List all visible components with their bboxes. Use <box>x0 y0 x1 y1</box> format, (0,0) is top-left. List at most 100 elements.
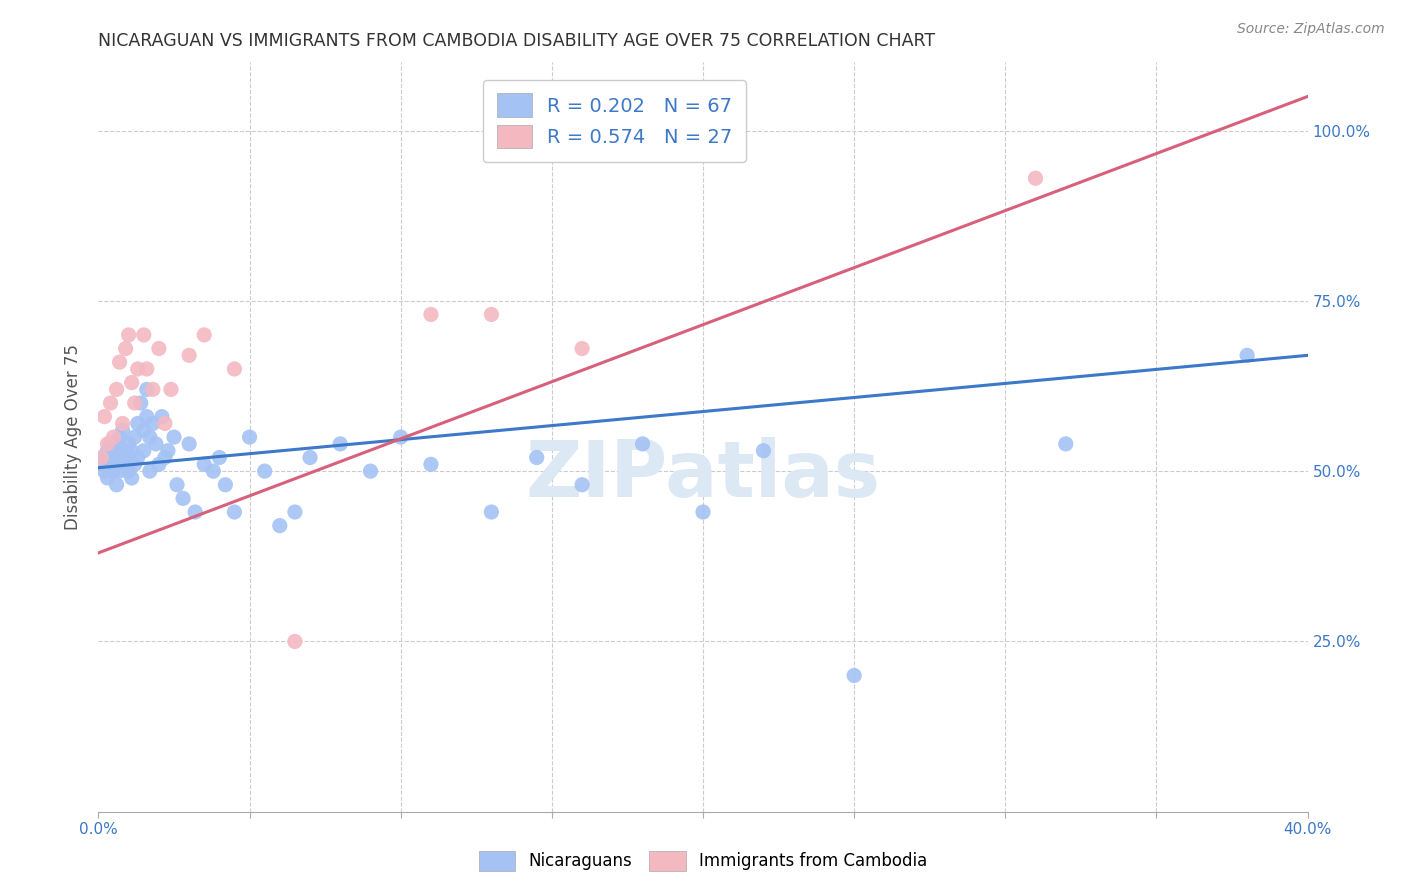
Nicaraguans <box>105 437 128 451</box>
Nicaraguans <box>571 477 593 491</box>
Nicaraguans <box>129 396 152 410</box>
Immigrants from Cambodia <box>224 362 246 376</box>
Text: ZIPatlas: ZIPatlas <box>526 436 880 513</box>
Nicaraguans <box>121 443 143 458</box>
Nicaraguans <box>239 430 262 444</box>
Nicaraguans <box>148 458 170 472</box>
Immigrants from Cambodia <box>96 437 118 451</box>
Immigrants from Cambodia <box>108 355 131 369</box>
Nicaraguans <box>108 430 131 444</box>
Nicaraguans <box>253 464 276 478</box>
Nicaraguans <box>420 458 443 472</box>
Nicaraguans <box>184 505 207 519</box>
Nicaraguans <box>96 443 118 458</box>
Nicaraguans <box>329 437 352 451</box>
Nicaraguans <box>114 443 136 458</box>
Immigrants from Cambodia <box>93 409 115 424</box>
Nicaraguans <box>93 450 115 465</box>
Immigrants from Cambodia <box>142 383 165 397</box>
Nicaraguans <box>100 458 122 472</box>
Nicaraguans <box>114 458 136 472</box>
Nicaraguans <box>132 423 155 437</box>
Immigrants from Cambodia <box>121 376 143 390</box>
Immigrants from Cambodia <box>571 342 593 356</box>
Nicaraguans <box>481 505 503 519</box>
Nicaraguans <box>526 450 548 465</box>
Nicaraguans <box>150 409 173 424</box>
Nicaraguans <box>135 383 157 397</box>
Nicaraguans <box>103 443 125 458</box>
Nicaraguans <box>844 668 866 682</box>
Nicaraguans <box>142 417 165 431</box>
Nicaraguans <box>118 464 141 478</box>
Immigrants from Cambodia <box>420 308 443 322</box>
Nicaraguans <box>284 505 307 519</box>
Nicaraguans <box>121 471 143 485</box>
Nicaraguans <box>135 409 157 424</box>
Immigrants from Cambodia <box>114 342 136 356</box>
Nicaraguans <box>105 477 128 491</box>
Nicaraguans <box>163 430 186 444</box>
Y-axis label: Disability Age Over 75: Disability Age Over 75 <box>65 344 83 530</box>
Text: NICARAGUAN VS IMMIGRANTS FROM CAMBODIA DISABILITY AGE OVER 75 CORRELATION CHART: NICARAGUAN VS IMMIGRANTS FROM CAMBODIA D… <box>98 32 935 50</box>
Nicaraguans <box>100 437 122 451</box>
Nicaraguans <box>360 464 382 478</box>
Nicaraguans <box>692 505 714 519</box>
Nicaraguans <box>156 443 179 458</box>
Immigrants from Cambodia <box>100 396 122 410</box>
Immigrants from Cambodia <box>111 417 134 431</box>
Immigrants from Cambodia <box>105 383 128 397</box>
Nicaraguans <box>111 423 134 437</box>
Nicaraguans <box>224 505 246 519</box>
Nicaraguans <box>631 437 654 451</box>
Nicaraguans <box>90 458 112 472</box>
Nicaraguans <box>172 491 194 506</box>
Nicaraguans <box>111 450 134 465</box>
Nicaraguans <box>93 464 115 478</box>
Nicaraguans <box>127 417 149 431</box>
Immigrants from Cambodia <box>481 308 503 322</box>
Nicaraguans <box>1236 348 1258 362</box>
Nicaraguans <box>127 450 149 465</box>
Immigrants from Cambodia <box>132 327 155 342</box>
Immigrants from Cambodia <box>160 383 183 397</box>
Nicaraguans <box>103 464 125 478</box>
Nicaraguans <box>153 450 176 465</box>
Immigrants from Cambodia <box>135 362 157 376</box>
Nicaraguans <box>118 437 141 451</box>
Nicaraguans <box>139 430 162 444</box>
Nicaraguans <box>1054 437 1077 451</box>
Nicaraguans <box>193 458 215 472</box>
Nicaraguans <box>214 477 236 491</box>
Legend: R = 0.202   N = 67, R = 0.574   N = 27: R = 0.202 N = 67, R = 0.574 N = 27 <box>484 79 747 162</box>
Immigrants from Cambodia <box>103 430 125 444</box>
Nicaraguans <box>389 430 412 444</box>
Immigrants from Cambodia <box>153 417 176 431</box>
Immigrants from Cambodia <box>148 342 170 356</box>
Immigrants from Cambodia <box>284 634 307 648</box>
Nicaraguans <box>108 464 131 478</box>
Immigrants from Cambodia <box>1024 171 1046 186</box>
Nicaraguans <box>179 437 201 451</box>
Immigrants from Cambodia <box>179 348 201 362</box>
Nicaraguans <box>208 450 231 465</box>
Nicaraguans <box>145 437 167 451</box>
Text: Source: ZipAtlas.com: Source: ZipAtlas.com <box>1237 22 1385 37</box>
Nicaraguans <box>103 450 125 465</box>
Nicaraguans <box>269 518 291 533</box>
Nicaraguans <box>124 458 146 472</box>
Nicaraguans <box>202 464 225 478</box>
Immigrants from Cambodia <box>90 450 112 465</box>
Nicaraguans <box>166 477 188 491</box>
Nicaraguans <box>124 430 146 444</box>
Nicaraguans <box>752 443 775 458</box>
Legend: Nicaraguans, Immigrants from Cambodia: Nicaraguans, Immigrants from Cambodia <box>471 842 935 880</box>
Immigrants from Cambodia <box>127 362 149 376</box>
Immigrants from Cambodia <box>118 327 141 342</box>
Nicaraguans <box>299 450 322 465</box>
Nicaraguans <box>132 443 155 458</box>
Nicaraguans <box>139 464 162 478</box>
Immigrants from Cambodia <box>124 396 146 410</box>
Nicaraguans <box>96 471 118 485</box>
Immigrants from Cambodia <box>193 327 215 342</box>
